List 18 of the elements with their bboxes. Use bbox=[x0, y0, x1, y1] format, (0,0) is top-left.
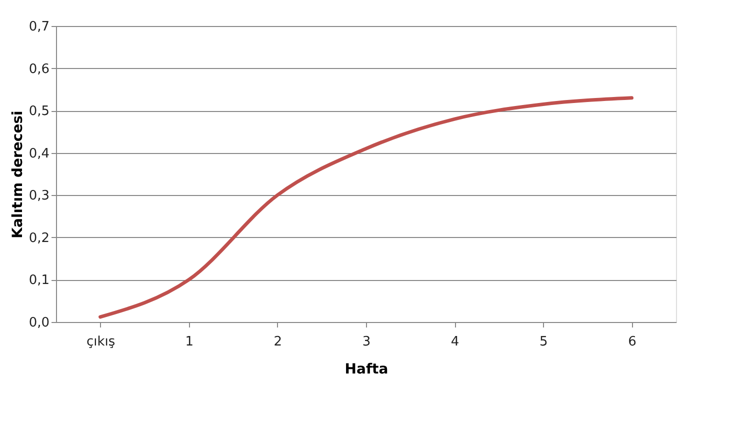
x-tick-label: 3 bbox=[362, 334, 371, 350]
line-series bbox=[98, 96, 634, 319]
x-tick-label: 6 bbox=[628, 334, 636, 350]
y-tick-label: 0,6 bbox=[28, 62, 50, 77]
y-tick-label: 0,0 bbox=[28, 316, 50, 330]
y-tick-label: 0,5 bbox=[28, 104, 50, 120]
x-tick-label: 2 bbox=[274, 334, 282, 350]
x-tick-label: 4 bbox=[450, 334, 460, 350]
y-tick-label: 0,4 bbox=[28, 146, 50, 162]
x-tick-label: çıkış bbox=[86, 334, 116, 350]
y-tick-label: 0,7 bbox=[28, 20, 50, 34]
y-tick-label: 0,2 bbox=[28, 230, 50, 246]
x-tick-label: 5 bbox=[540, 334, 548, 350]
y-tick-label: 0,1 bbox=[28, 273, 50, 288]
x-axis-title: Hafta bbox=[344, 362, 388, 378]
y-tick-label: 0,3 bbox=[28, 188, 50, 204]
y-axis-title: Kalıtım derecesi bbox=[10, 110, 26, 238]
x-tick-label: 1 bbox=[185, 334, 194, 350]
